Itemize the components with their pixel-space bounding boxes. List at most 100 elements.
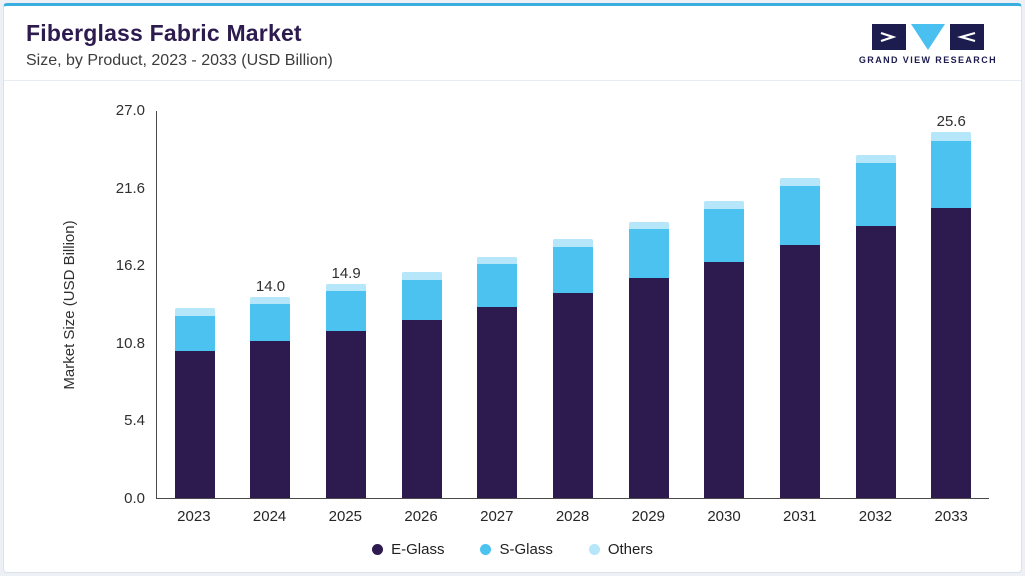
bar-segment-others: [174, 308, 215, 316]
legend-dot: [480, 544, 492, 555]
bar-stack: [779, 177, 820, 498]
x-axis-label: 2031: [783, 508, 817, 525]
bar-column: [157, 111, 233, 498]
bar-segment-s-glass: [779, 186, 820, 246]
legend-label: E-Glass: [391, 541, 445, 558]
bar-total-label: 14.0: [255, 277, 286, 295]
bars: 14.0 14.9 25.6: [157, 111, 989, 498]
y-axis-tick-label: 5.4: [124, 412, 145, 430]
x-axis-label: 2023: [177, 508, 211, 525]
x-axis-label: 2028: [555, 508, 590, 525]
y-axis-title: Market Size (USD Billion): [61, 219, 78, 390]
legend-item-e-glass: E-Glass: [372, 541, 444, 558]
bar-segment-s-glass: [931, 140, 972, 208]
bar-column: [384, 111, 460, 498]
bar-segment-e-glass: [477, 306, 518, 498]
bar-total-label: 14.9: [331, 264, 361, 282]
bar-segment-e-glass: [553, 292, 594, 498]
bar-stack: [553, 239, 594, 498]
x-axis-label: 2026: [404, 508, 438, 525]
bar-segment-others: [704, 200, 745, 210]
chart-plot-area: Market Size (USD Billion) 0.0 5.4 10.8 16.2…: [61, 102, 989, 507]
bar-segment-e-glass: [628, 278, 669, 498]
bar-segment-others: [779, 177, 820, 187]
bar-column: [838, 111, 914, 498]
x-axis-label: 2029: [631, 508, 665, 525]
bar-stack: [174, 308, 215, 498]
bar-column: [611, 111, 687, 498]
bar-segment-s-glass: [174, 315, 215, 352]
brand-logo-icon: [871, 24, 984, 50]
bar-segment-s-glass: [553, 246, 594, 293]
legend-label: S-Glass: [499, 541, 553, 558]
legend-label: Others: [607, 541, 653, 558]
bar-segment-others: [401, 272, 442, 280]
legend-dot: [588, 544, 600, 555]
x-labels: 2023 2024 2025 2026 2027 2028 2029 2030 2031 2032…: [156, 508, 989, 525]
bar-stack: [477, 256, 518, 498]
bar-column: [460, 111, 536, 498]
bar-segment-e-glass: [174, 351, 215, 498]
bar-segment-s-glass: [326, 291, 367, 332]
bar-segment-s-glass: [477, 263, 518, 307]
bar-column: 14.9: [308, 111, 384, 498]
legend: E-Glass S-Glass Others: [4, 541, 1021, 558]
bar-segment-others: [553, 239, 594, 247]
brand-logo: GRAND VIEW RESEARCH: [859, 20, 997, 65]
y-axis-tick-label: 27.0: [115, 102, 145, 119]
bar-stack: [931, 132, 972, 498]
bar-segment-e-glass: [855, 226, 896, 498]
page-title: Fiberglass Fabric Market: [26, 20, 302, 46]
x-axis-label: 2030: [707, 508, 741, 525]
y-axis-tick-label: 16.2: [115, 257, 145, 275]
brand-logo-text: GRAND VIEW RESEARCH: [858, 55, 997, 65]
y-axis-tick-label: 21.6: [115, 179, 145, 197]
logo-square-flag-icon: [949, 24, 984, 50]
bar-segment-others: [477, 256, 518, 264]
bar-segment-e-glass: [704, 262, 745, 498]
bar-segment-e-glass: [779, 245, 820, 498]
bar-column: 14.0: [233, 111, 309, 498]
logo-square-arrow-icon: [871, 24, 906, 50]
x-axis-label: 2024: [252, 508, 287, 525]
report-card: Fiberglass Fabric Market Size, by Produc…: [3, 3, 1022, 573]
page-subtitle: Size, by Product, 2023 - 2033 (USD Billi…: [26, 52, 333, 69]
bar-segment-s-glass: [401, 279, 442, 320]
x-axis-label: 2032: [858, 508, 893, 525]
header: Fiberglass Fabric Market Size, by Produc…: [4, 6, 1021, 81]
bar-segment-s-glass: [250, 304, 291, 342]
bar-stack: [401, 272, 442, 498]
legend-item-s-glass: S-Glass: [480, 541, 553, 558]
bar-segment-e-glass: [250, 341, 291, 498]
bar-stack: [855, 154, 896, 498]
bar-column: [535, 111, 611, 498]
bar-segment-e-glass: [401, 319, 442, 498]
bar-segment-e-glass: [326, 331, 367, 498]
bar-segment-others: [250, 296, 291, 305]
bar-segment-others: [931, 132, 972, 141]
bar-segment-others: [326, 283, 367, 292]
bar-column: [762, 111, 838, 498]
bar-segment-e-glass: [931, 207, 972, 498]
x-axis-label: 2033: [934, 508, 968, 525]
bar-segment-s-glass: [855, 163, 896, 227]
bar-stack: [326, 283, 367, 498]
legend-dot: [372, 544, 384, 555]
y-axis-tick-label: 10.8: [115, 334, 145, 352]
logo-triangle-icon: [910, 24, 945, 50]
bar-segment-s-glass: [628, 229, 669, 279]
title-block: Fiberglass Fabric Market Size, by Produc…: [26, 20, 333, 70]
bar-stack: [250, 296, 291, 498]
bar-column: [686, 111, 762, 498]
bar-segment-s-glass: [704, 209, 745, 263]
x-axis-label: 2025: [328, 508, 363, 525]
legend-item-others: Others: [588, 541, 653, 558]
bar-stack: [704, 200, 745, 498]
y-axis-tick-label: 0.0: [124, 490, 145, 507]
x-axis-label: 2027: [480, 508, 514, 525]
bar-total-label: 25.6: [936, 113, 966, 130]
bar-stack: [628, 222, 669, 498]
bar-column: 25.6: [913, 111, 989, 498]
bar-segment-others: [628, 222, 669, 230]
bar-segment-others: [855, 154, 896, 164]
